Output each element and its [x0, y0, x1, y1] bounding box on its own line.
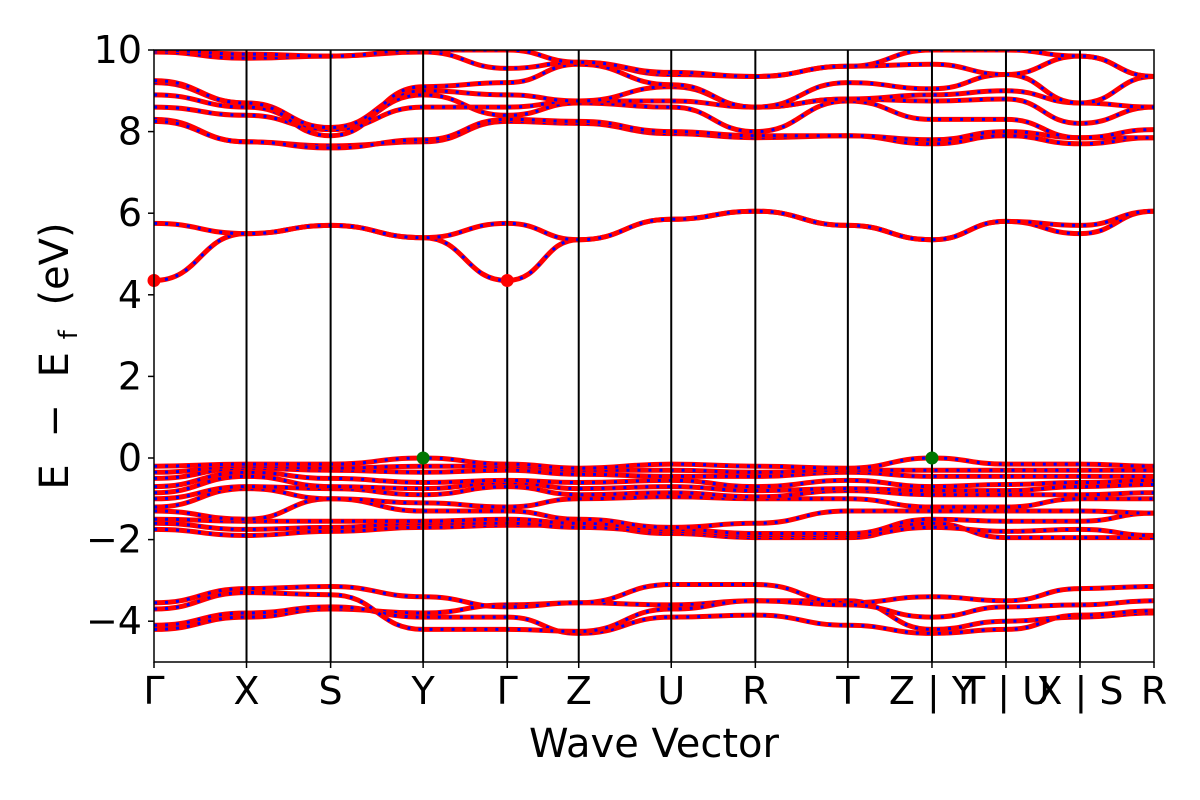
x-tick-label-6: U	[657, 669, 685, 713]
high-symmetry-lines	[245, 50, 1081, 662]
x-tick-label-8: T	[835, 669, 860, 713]
band-spin-up-10	[154, 473, 1154, 496]
x-tick-label-3: Y	[411, 669, 436, 713]
band-spin-up-21	[154, 80, 1154, 131]
x-tick-label-2: S	[319, 669, 343, 713]
x-tick-label-0: Γ	[143, 669, 164, 713]
band-spin-down-7	[154, 497, 1154, 529]
cbm-marker-1	[500, 274, 514, 288]
y-axis-ticks: 10 8 6 4 2 0 −2 −4	[86, 28, 154, 643]
x-tick-label-4: Γ	[497, 669, 518, 713]
y-tick-label-7: −4	[86, 599, 142, 643]
y-tick-label-5: 0	[118, 436, 142, 480]
x-tick-label-5: Z	[566, 669, 592, 713]
band-spin-down-8	[154, 487, 1154, 509]
y-tick-label-3: 4	[118, 273, 142, 317]
y-label-minus: −	[32, 404, 78, 438]
plot-background	[154, 50, 1154, 662]
extrema-markers	[147, 274, 939, 465]
band-spin-down-9	[154, 485, 1154, 501]
x-tick-label-10: T | U	[961, 669, 1050, 714]
y-tick-label-2: 6	[118, 191, 142, 235]
band-spin-down-12	[154, 466, 1154, 480]
x-tick-label-7: R	[742, 669, 768, 713]
band-spin-down-11	[154, 470, 1154, 489]
x-tick-label-1: X	[233, 669, 259, 713]
x-axis-ticks: Γ X S Y Γ Z U R T Z | YT | UX | S R	[143, 662, 1167, 714]
vbm-marker-0	[416, 451, 430, 465]
x-tick-label-9: Z | Y	[889, 669, 976, 714]
x-tick-label-11: X | S	[1036, 669, 1123, 714]
x-axis-label: Wave Vector	[529, 721, 780, 767]
y-label-subscript: f	[54, 329, 84, 339]
y-tick-label-4: 2	[118, 354, 142, 398]
vbm-marker-1	[925, 451, 939, 465]
band-spin-down-18	[154, 117, 1154, 150]
y-tick-label-1: 8	[118, 110, 142, 154]
x-tick-label-12: R	[1141, 669, 1167, 713]
y-label-e: E	[32, 464, 78, 489]
y-tick-label-6: −2	[86, 518, 142, 562]
plot-frame	[153, 49, 1155, 663]
y-tick-label-0: 10	[94, 28, 142, 72]
y-label-unit: (eV)	[32, 222, 78, 305]
y-label-e2: E	[32, 352, 78, 377]
y-axis-label: E − E f (eV)	[32, 222, 87, 489]
